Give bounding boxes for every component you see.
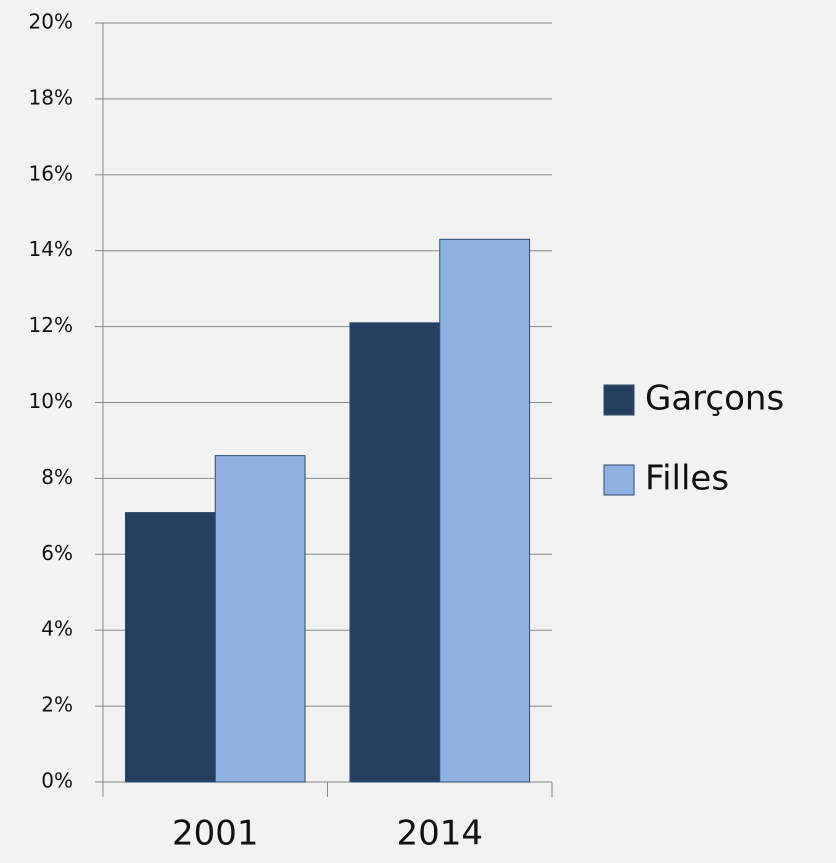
bar: [125, 513, 215, 782]
y-tick-label: 8%: [41, 465, 73, 489]
legend-label: Garçons: [645, 379, 784, 419]
y-tick-label: 6%: [41, 541, 73, 565]
y-tick-label: 14%: [29, 237, 73, 261]
y-tick-label: 0%: [41, 769, 73, 793]
bar: [350, 323, 440, 782]
y-tick-label: 4%: [41, 617, 73, 641]
y-tick-label: 10%: [29, 389, 73, 413]
x-tick-label: 2001: [172, 814, 259, 854]
y-tick-label: 20%: [29, 10, 73, 34]
legend-label: Filles: [645, 459, 729, 499]
bar: [440, 239, 530, 782]
y-tick-label: 2%: [41, 693, 73, 717]
y-tick-label: 16%: [29, 161, 73, 185]
chart: 0% 2% 4% 6% 8% 10% 12% 14% 16% 18% 20% 2001 2014 Garç…: [0, 0, 836, 863]
legend-swatch: [604, 385, 634, 415]
x-tick-label: 2014: [396, 814, 483, 854]
y-tick-label: 18%: [29, 85, 73, 109]
page: 0% 2% 4% 6% 8% 10% 12% 14% 16% 18% 20% 2001 2014 Garç…: [0, 0, 836, 863]
legend-swatch: [604, 465, 634, 495]
bar: [215, 456, 305, 782]
y-tick-label: 12%: [29, 313, 73, 337]
